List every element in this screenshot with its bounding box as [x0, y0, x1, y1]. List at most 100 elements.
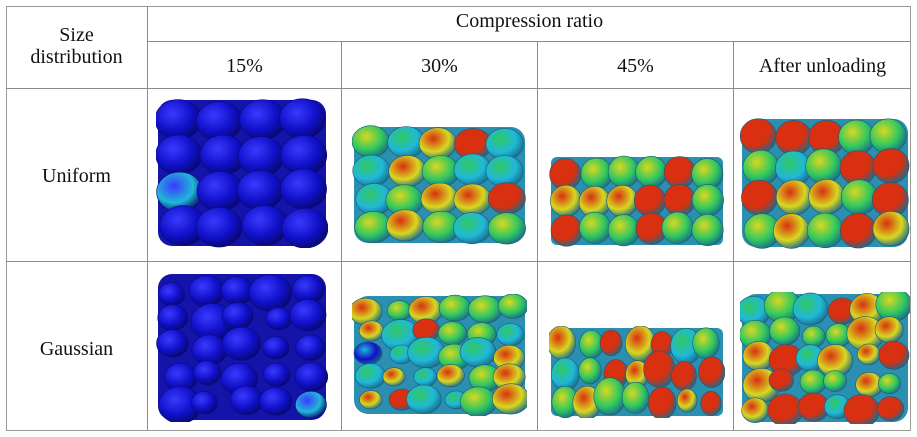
particle-image-gaussian-15	[156, 272, 328, 422]
particle	[550, 357, 580, 392]
particle	[453, 183, 492, 216]
particle	[418, 127, 457, 160]
particle-image-gaussian-30	[352, 294, 527, 416]
packing-svg-u30	[352, 125, 526, 245]
particle	[468, 295, 503, 324]
packing-svg-uAU	[740, 118, 910, 249]
particle	[806, 212, 844, 249]
particle	[453, 212, 492, 245]
particle	[156, 134, 202, 175]
particle	[599, 329, 623, 357]
particle	[742, 149, 780, 186]
particle	[191, 391, 218, 415]
particle	[437, 321, 468, 346]
particle	[156, 99, 202, 140]
col-divider-3	[733, 41, 734, 431]
particle-image-uniform-after-unloading	[740, 117, 910, 249]
particle	[661, 211, 694, 244]
col-header-45: 45%	[617, 55, 654, 77]
particle	[459, 386, 497, 416]
row-header-label: Size distribution	[6, 24, 147, 68]
row-header-line2: distribution	[30, 46, 123, 68]
particle	[838, 119, 876, 155]
particle	[872, 148, 910, 184]
col-header-15: 15%	[226, 55, 263, 77]
packing-svg-u45	[549, 155, 724, 247]
particle	[843, 394, 880, 424]
particle	[386, 209, 425, 242]
particle	[294, 362, 328, 392]
particle	[295, 334, 326, 361]
particle	[352, 125, 390, 158]
col-header-after-unloading: After unloading	[758, 55, 887, 77]
particle	[196, 170, 244, 212]
particle	[741, 179, 778, 216]
particle	[279, 98, 326, 139]
particle	[550, 214, 583, 247]
particle	[438, 294, 472, 322]
particle	[262, 362, 291, 387]
packing-svg-gAU	[740, 292, 910, 424]
particle	[874, 316, 904, 344]
particle	[492, 383, 527, 415]
particle	[878, 373, 901, 395]
particle	[157, 304, 189, 332]
particle	[663, 183, 696, 216]
particle	[406, 384, 442, 414]
particle	[648, 386, 677, 418]
particle	[220, 276, 254, 305]
particle	[265, 307, 293, 331]
particle	[578, 357, 602, 385]
particle	[280, 168, 327, 210]
particle	[792, 292, 829, 326]
particle	[413, 367, 438, 387]
particle	[294, 390, 327, 419]
particle	[769, 316, 801, 346]
particle	[188, 275, 225, 307]
particle	[487, 212, 526, 245]
particle	[878, 340, 910, 370]
particle	[775, 179, 813, 216]
particle	[241, 205, 288, 246]
particle	[775, 120, 813, 156]
particle	[239, 99, 286, 140]
particle	[671, 361, 697, 392]
particle-image-uniform-30	[352, 125, 527, 245]
particle	[634, 184, 667, 217]
particle	[700, 391, 722, 416]
particle	[823, 370, 847, 392]
particle	[281, 208, 328, 248]
particle	[259, 387, 293, 416]
packing-svg-u15	[156, 98, 328, 248]
particle	[236, 170, 284, 211]
particle	[691, 184, 724, 217]
particle	[386, 300, 412, 321]
particle	[643, 350, 676, 388]
particle	[485, 128, 524, 160]
particle	[289, 299, 327, 332]
particle	[607, 155, 640, 188]
particle	[195, 206, 243, 248]
particle	[459, 337, 497, 368]
particle	[692, 327, 720, 360]
col-divider-0	[147, 6, 148, 431]
particle	[621, 381, 650, 414]
particle	[767, 393, 804, 424]
particle	[808, 178, 846, 215]
particle-image-uniform-15	[156, 98, 328, 248]
particle-image-uniform-45	[549, 155, 725, 247]
particle	[549, 326, 576, 360]
particle	[635, 156, 668, 188]
particle	[262, 335, 290, 360]
packing-svg-g30	[352, 294, 527, 416]
particle	[698, 356, 725, 388]
particle	[691, 213, 724, 246]
particle	[802, 325, 826, 348]
particle	[677, 388, 698, 413]
particle	[229, 385, 264, 415]
packing-svg-g45	[549, 326, 725, 418]
particle	[355, 363, 386, 389]
particle	[741, 397, 769, 423]
particle	[799, 369, 827, 395]
particle	[157, 282, 186, 307]
